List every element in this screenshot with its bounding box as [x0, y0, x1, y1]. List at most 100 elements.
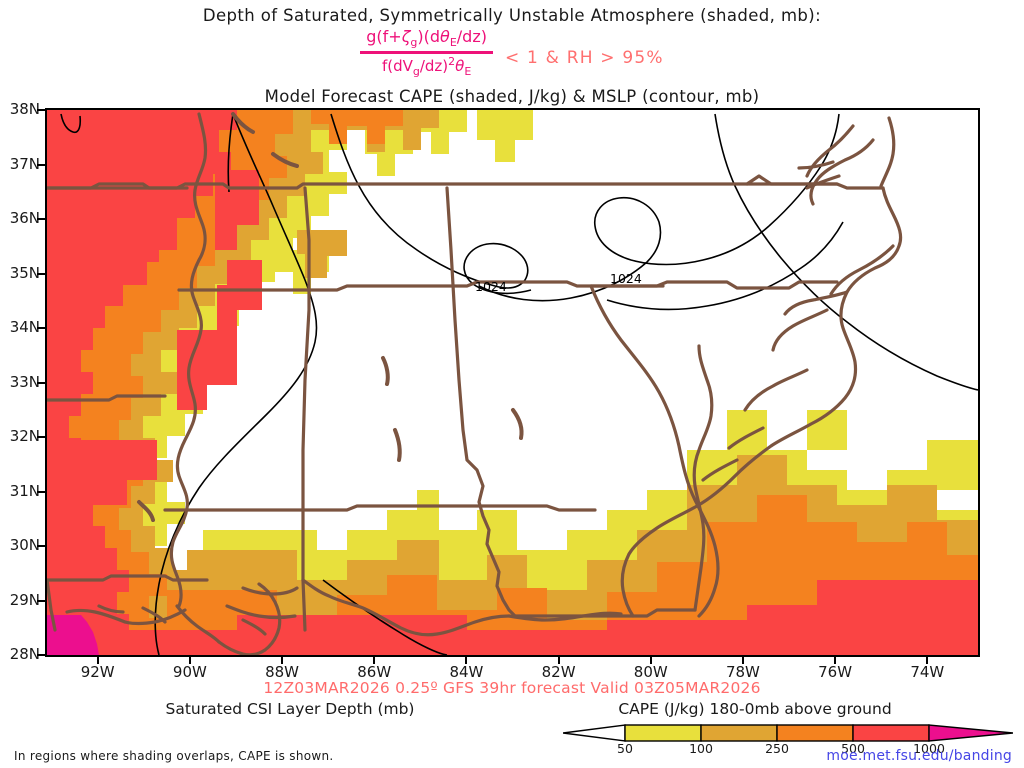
y-axis-label: 36N [9, 209, 40, 227]
y-axis-label: 28N [9, 645, 40, 663]
colorbar-segment-100 [700, 724, 778, 742]
x-axis-label: 92W [80, 663, 115, 681]
border-ky-tn [47, 174, 839, 190]
coastline-lake [241, 586, 299, 596]
coastline-pamlico2 [771, 308, 829, 352]
border-ga-sc [589, 284, 720, 618]
cape-band-500-gulf2 [237, 615, 467, 655]
formula-fraction: g(f+ζg)(dθE/dz) f(dVg/dz)2θE [360, 28, 493, 78]
legend-label-csi: Saturated CSI Layer Depth (mb) [165, 700, 415, 718]
mslp-label-layer: 1024 1024 [475, 271, 642, 294]
y-axis-tick [37, 218, 45, 220]
y-axis-label: 29N [9, 590, 40, 609]
cape-band-500-gulf3 [467, 630, 607, 655]
y-axis-label: 34N [9, 318, 40, 336]
source-url[interactable]: moe.met.fsu.edu/banding [826, 748, 1012, 764]
x-axis-tick [281, 657, 284, 664]
x-axis-label: 86W [357, 663, 392, 681]
cape-colorbar [562, 723, 1014, 743]
coastline-la-bay [141, 606, 167, 624]
coastline-gulf-pan [507, 611, 623, 622]
forecast-valid-line: 12Z03MAR2026 0.25º GFS 39hr forecast Val… [263, 679, 761, 697]
formula-divider [360, 50, 493, 54]
mslp-contour-main [154, 113, 318, 655]
coastline-atlantic [620, 186, 903, 618]
coastline-sc1 [727, 426, 765, 450]
cape-band-50-ky [477, 110, 533, 162]
x-axis-tick [741, 657, 744, 664]
mslp-contour-west [60, 113, 82, 134]
border-la-ar [47, 574, 209, 582]
x-axis-tick [557, 657, 560, 664]
mslp-contour-gulf [322, 579, 448, 655]
legend-label-cape: CAPE (J/kg) 180-0mb above ground [618, 700, 892, 718]
border-ms-ar [47, 394, 167, 402]
y-axis-label: 37N [9, 154, 40, 173]
y-axis-label: 33N [9, 372, 40, 391]
coastline-delta2 [241, 618, 267, 636]
coastline-capefear [743, 368, 809, 412]
y-axis-label: 32N [9, 427, 40, 445]
x-axis-tick [373, 657, 376, 664]
colorbar-segment-under50 [562, 724, 626, 742]
coastline-florida-west [692, 344, 714, 612]
y-axis-tick [37, 272, 45, 275]
x-axis-tick [834, 657, 837, 664]
x-axis-label: 78W [725, 663, 760, 681]
y-axis-tick [37, 545, 45, 547]
y-axis-tick [37, 490, 45, 493]
formula-denominator: f(dVg/dz)2θE [381, 54, 472, 78]
cape-band-500-nms [217, 260, 262, 330]
x-axis-tick [649, 657, 652, 664]
colorbar-svg [562, 724, 1014, 742]
x-axis-label: 82W [541, 663, 576, 681]
border-nc-va [745, 182, 885, 190]
border-al-west [301, 186, 311, 632]
state-border-layer [47, 112, 903, 655]
x-axis-tick [188, 657, 191, 664]
map-canvas: 1024 1024 [47, 110, 978, 655]
border-tx-la [47, 578, 57, 632]
page-title: Depth of Saturated, Symmetrically Unstab… [202, 6, 822, 25]
colorbar-segment-1000 [928, 724, 1014, 742]
coastline-la-bay2 [97, 604, 125, 614]
x-axis-label: 90W [172, 663, 207, 681]
lake-inland-3 [511, 408, 524, 440]
colorbar-segment-50 [624, 724, 702, 742]
mslp-contour-gulf2 [227, 113, 234, 193]
x-axis-label: 76W [818, 663, 853, 681]
x-axis-tick [96, 657, 99, 664]
colorbar-tick-label: 100 [689, 741, 713, 756]
coastline-chesapeake [809, 138, 875, 206]
colorbar-tick-label: 250 [765, 741, 789, 756]
csi-formula: g(f+ζg)(dθE/dz) f(dVg/dz)2θE < 1 & RH > … [0, 28, 1024, 78]
coastline-pamlico [783, 290, 849, 316]
cape-shading-layer [47, 110, 978, 655]
x-axis-label: 74W [910, 663, 945, 681]
mslp-contour-1024b [594, 197, 770, 266]
border-mississippi-river [169, 112, 208, 608]
border-sc-nc [589, 280, 839, 290]
coastline-sc2 [701, 458, 739, 482]
cape-band-500-atl3 [817, 580, 978, 630]
y-axis-label: 31N [9, 481, 40, 500]
lake-inland-4 [137, 500, 155, 522]
y-axis-tick [37, 436, 45, 438]
lake-tenn-1 [231, 112, 255, 134]
cape-band-500-ms2 [77, 440, 157, 505]
y-axis-tick [37, 599, 45, 602]
y-axis-tick [37, 327, 45, 329]
y-axis-label: 38N [9, 100, 40, 118]
colorbar-segment-500 [852, 724, 930, 742]
coastline-outer-banks [829, 244, 895, 296]
lake-inland-1 [381, 356, 390, 386]
x-axis-label: 80W [633, 663, 668, 681]
cape-band-50-atl2 [927, 440, 978, 490]
y-axis-label: 35N [9, 263, 40, 282]
x-axis-label: 88W [265, 663, 299, 681]
colorbar-tick-label: 500 [841, 741, 865, 756]
coastline-bay-arm2 [805, 174, 841, 190]
coastline-delmarva [879, 116, 896, 188]
border-tn-south [177, 280, 665, 292]
